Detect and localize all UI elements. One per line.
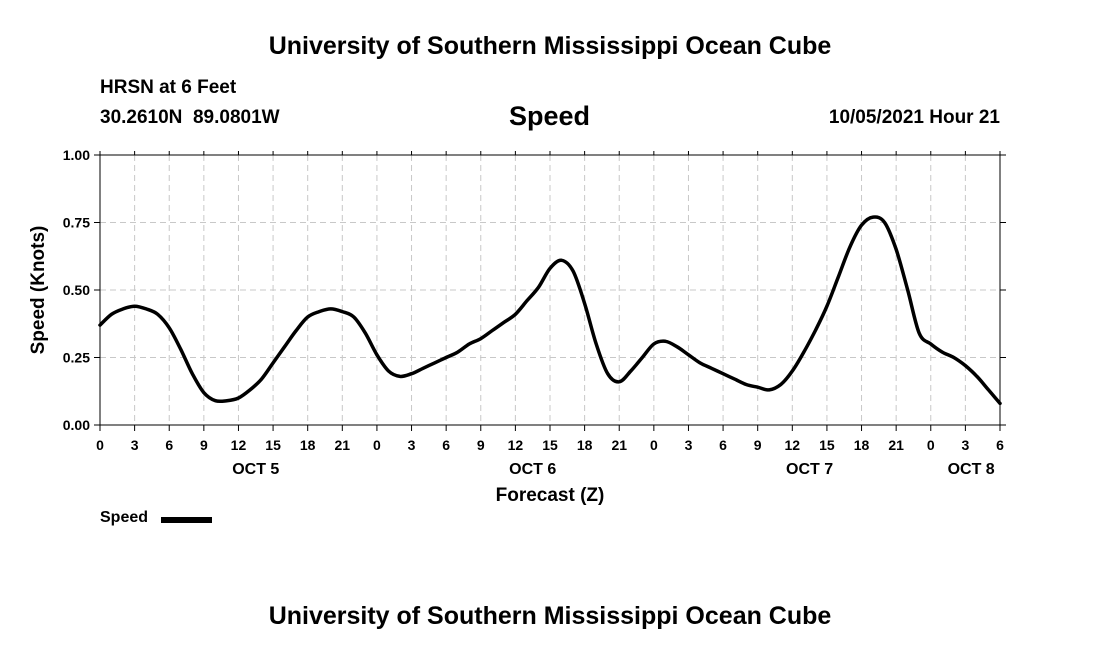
- chart-title: Speed: [509, 101, 591, 131]
- y-tick-label: 0.75: [63, 215, 90, 231]
- coordinates-label: 30.2610N 89.0801W: [100, 107, 280, 128]
- bottom-title: University of Southern Mississippi Ocean…: [268, 602, 832, 630]
- x-tick-label: 15: [819, 437, 835, 453]
- x-tick-label: 9: [477, 437, 485, 453]
- speed-series-line: [98, 215, 1002, 406]
- x-tick-label: 9: [200, 437, 208, 453]
- day-label: OCT 5: [232, 461, 279, 478]
- x-tick-label: 9: [754, 437, 762, 453]
- x-tick-label: 21: [888, 437, 904, 453]
- x-tick-label: 18: [854, 437, 870, 453]
- x-tick-label: 18: [300, 437, 316, 453]
- day-label: OCT 8: [948, 461, 995, 478]
- x-tick-label: 12: [785, 437, 801, 453]
- x-axis-label: Forecast (Z): [496, 485, 605, 506]
- x-tick-label: 21: [335, 437, 351, 453]
- x-tick-label: 3: [131, 437, 139, 453]
- y-tick-label: 0.25: [63, 350, 90, 366]
- legend-label: Speed: [100, 509, 149, 526]
- x-tick-label: 18: [577, 437, 593, 453]
- x-tick-label: 3: [408, 437, 416, 453]
- x-tick-label: 21: [611, 437, 627, 453]
- x-tick-label: 15: [265, 437, 281, 453]
- day-labels: OCT 5 OCT 6 OCT 7 OCT 8: [232, 461, 995, 478]
- x-axis: 0 3 6 9 12 15 18 21 0 3 6 9 12 15 18 21 0 3 6 9 12 15 18 21 0 3 6: [96, 151, 1004, 453]
- x-tick-label: 0: [96, 437, 104, 453]
- x-tick-label: 3: [961, 437, 969, 453]
- x-tick-label: 0: [927, 437, 935, 453]
- y-tick-label: 0.00: [63, 417, 90, 433]
- grid-lines: [100, 155, 1000, 425]
- y-axis: 0.00 0.25 0.50 0.75 1.00: [63, 147, 1006, 433]
- x-tick-label: 12: [508, 437, 524, 453]
- x-tick-label: 15: [542, 437, 558, 453]
- x-tick-label: 6: [996, 437, 1004, 453]
- x-tick-label: 6: [165, 437, 173, 453]
- x-tick-label: 3: [685, 437, 693, 453]
- y-tick-label: 0.50: [63, 282, 90, 298]
- y-axis-label: Speed (Knots): [28, 226, 49, 355]
- day-label: OCT 6: [509, 461, 556, 478]
- x-tick-label: 0: [373, 437, 381, 453]
- x-tick-label: 6: [442, 437, 450, 453]
- top-title: University of Southern Mississippi Ocean…: [268, 32, 832, 60]
- x-tick-label: 12: [231, 437, 247, 453]
- x-tick-label: 0: [650, 437, 658, 453]
- datetime-label: 10/05/2021 Hour 21: [828, 107, 1000, 128]
- day-label: OCT 7: [786, 461, 833, 478]
- station-label: HRSN at 6 Feet: [100, 77, 237, 98]
- x-tick-label: 6: [719, 437, 727, 453]
- y-tick-label: 1.00: [63, 147, 90, 163]
